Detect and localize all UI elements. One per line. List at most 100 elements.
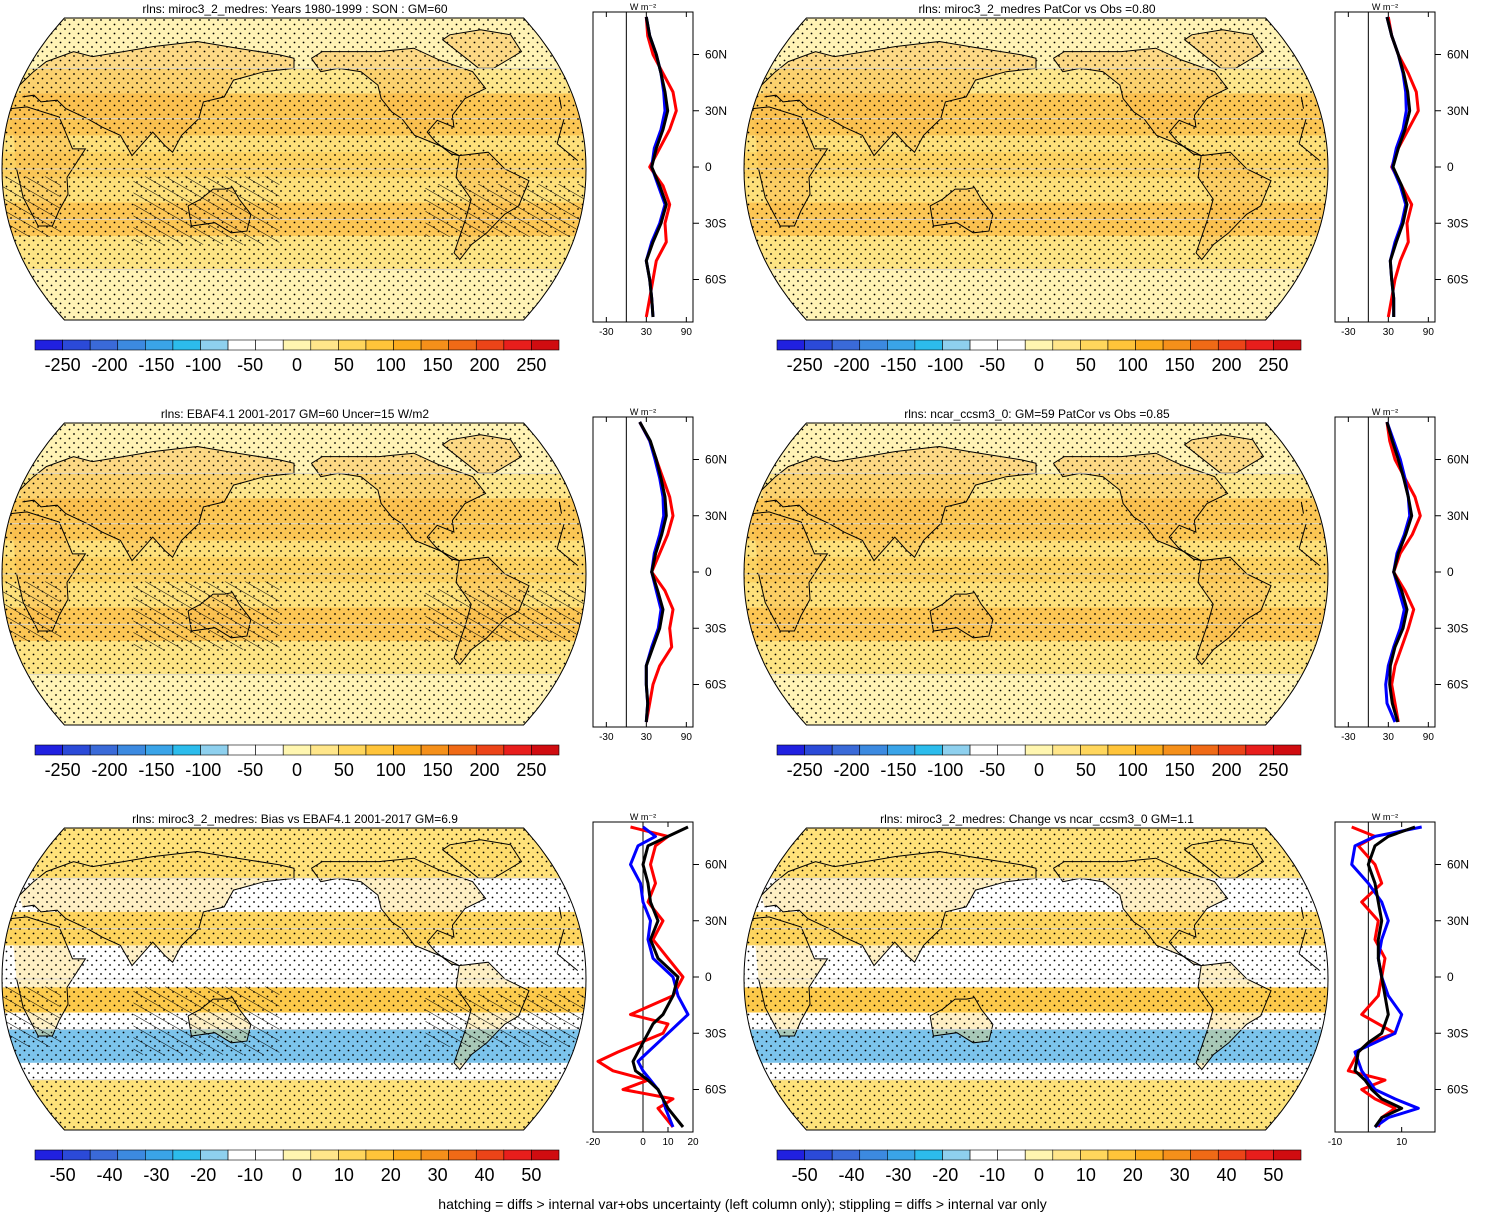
colorbar-swatch <box>365 1149 394 1161</box>
profile-lat-label: 60N <box>1447 48 1469 62</box>
profile-lat-label: 30N <box>705 914 727 928</box>
colorbar-tick-label: 50 <box>334 355 354 375</box>
colorbar-swatch <box>420 744 449 756</box>
colorbar-swatch <box>1273 1149 1302 1161</box>
colorbar-swatch <box>531 1149 560 1161</box>
colorbar-swatch <box>393 1149 422 1161</box>
colorbar-tick-label: -250 <box>45 355 81 375</box>
colorbar-swatch <box>475 339 505 351</box>
colorbar-swatch <box>776 744 805 756</box>
black-profile-line <box>1353 825 1416 1128</box>
colorbar-tick-label: -50 <box>237 760 263 780</box>
black-profile-line <box>644 16 670 318</box>
colorbar-swatch <box>859 744 888 756</box>
colorbar-tick-label: 100 <box>376 355 406 375</box>
profile-lat-label: 0 <box>1447 160 1454 174</box>
colorbar-swatch <box>887 744 916 756</box>
zonal-profile: W m⁻² -30 30 90 60N 30N 0 30S 60S <box>592 2 727 338</box>
colorbar-swatch <box>1162 339 1191 351</box>
colorbar-swatch <box>859 339 888 351</box>
profile-frame <box>592 416 694 728</box>
profile-lat-label: 60N <box>705 858 727 872</box>
colorbar-swatch <box>503 744 532 756</box>
colorbar-tick-label: -200 <box>833 355 869 375</box>
colorbar-tick-label: -20 <box>932 1165 958 1185</box>
panel-2: rlns: miroc3_2_medres PatCor vs Obs =0.8… <box>742 0 1484 405</box>
profile-frame <box>592 11 694 323</box>
colorbar-tick-label: -100 <box>185 355 221 375</box>
profile-lat-label: 30S <box>705 1026 726 1040</box>
colorbar-tick-label: 40 <box>475 1165 495 1185</box>
zonal-profile: W m⁻² -30 30 90 60N 30N 0 30S 60S <box>1334 2 1469 338</box>
colorbar-tick-label: -200 <box>833 760 869 780</box>
panel-graphics: -250 -200 -150 -100 -50 0 50 100 150 200 250 W m⁻² -… <box>1 2 727 375</box>
colorbar-tick-label: 50 <box>1076 355 1096 375</box>
colorbar: -250 -200 -150 -100 -50 0 50 100 150 200 250 <box>776 339 1302 375</box>
colorbar-tick-label: 0 <box>1034 355 1044 375</box>
colorbar-swatch <box>1052 339 1081 351</box>
colorbar-swatch <box>1135 1149 1164 1161</box>
colorbar-swatch <box>942 744 971 756</box>
zonal-profile: W m⁻² -10 10 60N 30N 0 30S 60S <box>1328 812 1469 1148</box>
colorbar-swatch <box>503 339 532 351</box>
colorbar-swatch <box>227 1149 256 1161</box>
colorbar-swatch <box>1024 744 1054 756</box>
profile-lat-label: 0 <box>1447 565 1454 579</box>
panel-title: rlns: EBAF4.1 2001-2017 GM=60 Uncer=15 W… <box>160 407 430 421</box>
profile-unit: W m⁻² <box>1372 407 1398 417</box>
profile-lat-label: 30S <box>1447 216 1468 230</box>
colorbar-tick-label: 0 <box>292 760 302 780</box>
profile-lat-label: 0 <box>1447 970 1454 984</box>
colorbar-tick-label: 100 <box>376 760 406 780</box>
colorbar-swatch <box>531 744 560 756</box>
colorbar-swatch <box>475 744 505 756</box>
colorbar-swatch <box>776 339 805 351</box>
colorbar-swatch <box>172 339 201 351</box>
colorbar-tick-label: -150 <box>880 355 916 375</box>
colorbar-swatch <box>942 339 971 351</box>
colorbar-tick-label: 20 <box>381 1165 401 1185</box>
panel-graphics: -50 -40 -30 -20 -10 0 10 20 30 40 50 W m⁻² -20 0 10 20 6… <box>1 812 727 1185</box>
panel-4: rlns: ncar_ccsm3_0: GM=59 PatCor vs Obs … <box>742 405 1484 810</box>
colorbar-swatch <box>34 744 63 756</box>
colorbar-swatch <box>914 744 943 756</box>
map <box>1 17 587 321</box>
colorbar-swatch <box>310 1149 339 1161</box>
colorbar-swatch <box>914 1149 943 1161</box>
colorbar-swatch <box>887 339 916 351</box>
colorbar-tick-label: -100 <box>927 760 963 780</box>
colorbar-tick-label: -50 <box>50 1165 76 1185</box>
colorbar-swatch <box>804 744 833 756</box>
colorbar-tick-label: -250 <box>45 760 81 780</box>
colorbar-tick-label: -30 <box>143 1165 169 1185</box>
hatching <box>2 581 61 642</box>
colorbar-swatch <box>1052 744 1081 756</box>
colorbar-tick-label: 0 <box>1034 1165 1044 1185</box>
profile-xtick-label: 30 <box>641 327 653 338</box>
hatching <box>133 176 280 245</box>
colorbar-tick-label: 150 <box>423 355 453 375</box>
profile-lat-label: 30S <box>1447 621 1468 635</box>
profile-lat-label: 60N <box>705 48 727 62</box>
panel-title: rlns: miroc3_2_medres: Bias vs EBAF4.1 2… <box>132 812 458 826</box>
colorbar-swatch <box>310 744 339 756</box>
profile-xtick-label: 0 <box>640 1137 646 1148</box>
colorbar-swatch <box>1162 744 1191 756</box>
colorbar-tick-label: 20 <box>1123 1165 1143 1185</box>
colorbar-swatch <box>200 744 229 756</box>
colorbar-swatch <box>942 1149 971 1161</box>
profile-xtick-label: 10 <box>1396 1137 1408 1148</box>
map-border <box>1 17 587 321</box>
profile-lat-label: 60S <box>1447 1083 1468 1097</box>
zonal-profile: W m⁻² -30 30 90 60N 30N 0 30S 60S <box>592 407 727 743</box>
colorbar-tick-label: -250 <box>787 355 823 375</box>
stippling <box>744 18 1328 320</box>
profile-unit: W m⁻² <box>630 2 656 12</box>
colorbar-swatch <box>62 744 91 756</box>
colorbar-swatch <box>227 339 256 351</box>
colorbar-swatch <box>1245 1149 1274 1161</box>
colorbar-swatch <box>393 339 422 351</box>
colorbar-tick-label: -30 <box>885 1165 911 1185</box>
colorbar-swatch <box>62 1149 91 1161</box>
map-border <box>1 422 587 726</box>
